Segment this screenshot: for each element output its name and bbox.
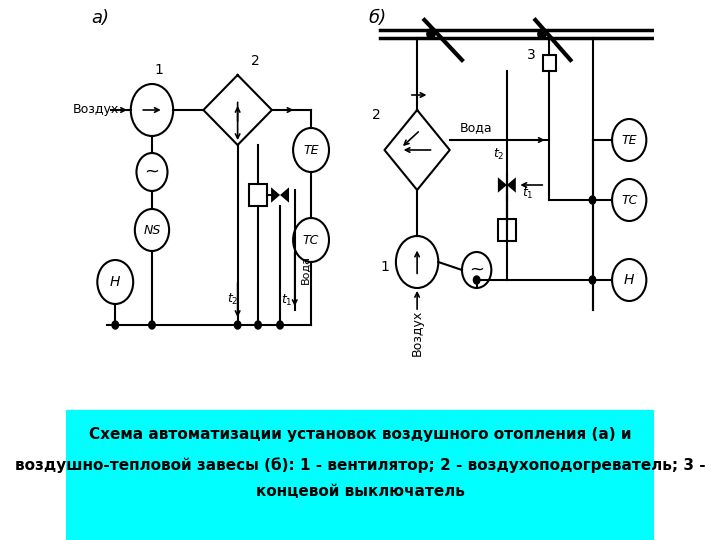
Circle shape (462, 252, 491, 288)
Text: H: H (110, 275, 120, 289)
Circle shape (235, 321, 241, 329)
Circle shape (473, 276, 480, 284)
Circle shape (427, 29, 435, 39)
Polygon shape (498, 177, 507, 193)
Circle shape (135, 209, 169, 251)
Text: Вода: Вода (459, 122, 492, 134)
Circle shape (112, 321, 119, 329)
Text: $t_1$: $t_1$ (521, 185, 534, 200)
Text: ~: ~ (145, 163, 159, 181)
Circle shape (97, 260, 133, 304)
Text: TE: TE (621, 133, 637, 146)
Text: 1: 1 (380, 260, 389, 274)
Circle shape (538, 29, 546, 39)
Text: 1: 1 (154, 63, 163, 77)
Bar (498, 219, 516, 241)
Circle shape (276, 321, 283, 329)
Text: TE: TE (303, 144, 319, 157)
Text: Вода: Вода (300, 255, 310, 285)
Text: 3: 3 (527, 48, 536, 62)
Circle shape (612, 259, 647, 301)
Circle shape (589, 196, 595, 204)
Polygon shape (271, 187, 280, 202)
Text: $t_1$: $t_1$ (281, 293, 292, 308)
Bar (249, 184, 267, 206)
Circle shape (612, 119, 647, 161)
Text: а): а) (91, 9, 109, 27)
Circle shape (293, 218, 329, 262)
Circle shape (589, 276, 595, 284)
Text: воздушно-тепловой завесы (б): 1 - вентилятор; 2 - воздухоподогреватель; 3 -: воздушно-тепловой завесы (б): 1 - вентил… (14, 457, 706, 473)
Bar (66, 410, 654, 540)
Text: Воздух: Воздух (410, 310, 423, 356)
Text: $t_2$: $t_2$ (227, 292, 238, 307)
Circle shape (255, 321, 261, 329)
Text: концевой выключатель: концевой выключатель (256, 484, 464, 500)
Text: $t_2$: $t_2$ (493, 146, 505, 161)
Text: Воздух: Воздух (73, 104, 119, 117)
Text: Схема автоматизации установок воздушного отопления (а) и: Схема автоматизации установок воздушного… (89, 428, 631, 442)
Circle shape (149, 321, 156, 329)
Text: 2: 2 (251, 54, 260, 68)
Text: 2: 2 (372, 108, 381, 122)
Circle shape (137, 153, 168, 191)
Text: NS: NS (143, 224, 161, 237)
Circle shape (396, 236, 438, 288)
Text: TC: TC (303, 233, 319, 246)
Text: ~: ~ (469, 261, 484, 279)
Polygon shape (280, 187, 289, 202)
Text: TC: TC (621, 193, 637, 206)
Text: б): б) (368, 9, 387, 27)
Text: H: H (624, 273, 634, 287)
Polygon shape (507, 177, 516, 193)
Bar (543, 55, 556, 71)
Circle shape (131, 84, 174, 136)
Circle shape (293, 128, 329, 172)
Circle shape (612, 179, 647, 221)
